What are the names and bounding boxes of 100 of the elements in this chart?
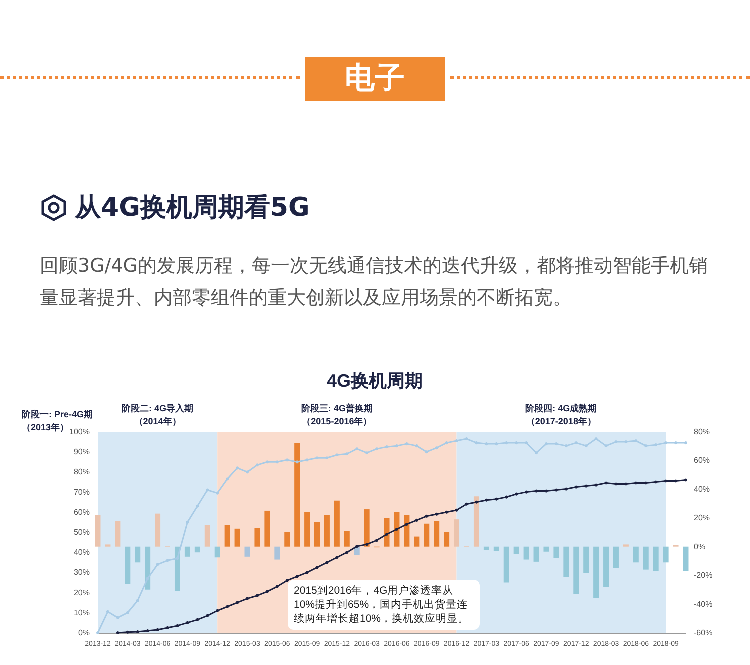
line-series	[116, 478, 688, 634]
bar	[314, 522, 320, 547]
point	[346, 551, 349, 554]
point	[336, 556, 339, 560]
bar	[454, 520, 460, 547]
point	[495, 498, 498, 501]
point	[684, 478, 688, 482]
point	[525, 490, 528, 494]
point	[684, 442, 688, 445]
point	[485, 442, 488, 446]
point	[216, 609, 220, 612]
point	[505, 442, 508, 445]
bar	[334, 500, 340, 547]
point	[296, 460, 299, 464]
point	[176, 624, 180, 628]
point	[326, 561, 329, 564]
bar	[584, 546, 590, 574]
point	[564, 488, 568, 491]
point	[614, 440, 618, 444]
point	[356, 545, 359, 548]
bar	[394, 512, 400, 547]
point	[156, 628, 160, 632]
bar	[234, 528, 240, 547]
bar	[174, 546, 180, 592]
bar	[304, 512, 310, 547]
annotation: 2015到2016年，4G用户渗透率从10%提升到65%，国内手机出货量连续两年增长超10%，换机效应明显。	[294, 584, 470, 625]
bar	[434, 521, 440, 547]
y2-tick-label: 80%	[694, 428, 710, 436]
bar	[324, 515, 330, 547]
point	[654, 480, 658, 484]
point	[266, 590, 269, 594]
point	[186, 520, 190, 524]
point	[336, 454, 339, 457]
band-label: 阶段二: 4G导入期（2014年）	[122, 404, 194, 426]
text: 电子	[305, 57, 445, 101]
point	[614, 482, 618, 486]
y2-tick-label: -40%	[694, 600, 713, 609]
point	[276, 460, 279, 464]
point	[634, 482, 638, 485]
point	[525, 442, 528, 445]
point	[604, 444, 608, 448]
point	[674, 480, 678, 483]
bar	[194, 546, 200, 553]
point	[644, 444, 648, 448]
point	[306, 571, 309, 574]
point	[604, 482, 608, 485]
bar	[404, 515, 410, 547]
point	[425, 450, 428, 454]
bar	[284, 532, 290, 547]
point	[554, 442, 558, 446]
point	[455, 508, 458, 512]
point	[166, 559, 170, 562]
point	[435, 512, 438, 516]
bar	[115, 521, 121, 547]
point	[316, 456, 319, 460]
bar	[524, 546, 530, 560]
point	[445, 442, 448, 445]
point	[395, 444, 398, 448]
bar	[554, 546, 560, 558]
bar	[564, 546, 570, 578]
bar	[633, 546, 639, 563]
point	[445, 510, 448, 514]
point	[116, 632, 120, 634]
point	[554, 488, 558, 492]
y-tick-label: 0%	[78, 628, 90, 638]
point	[156, 563, 160, 566]
bar	[683, 546, 689, 572]
y-tick-label: 60%	[74, 508, 90, 517]
point	[196, 618, 200, 622]
bar	[264, 510, 270, 547]
bar	[125, 546, 131, 584]
bar	[294, 443, 300, 547]
text: 回顾3G/4G的发展历程，每一次无线通信技术的迭代升级，都将推动智能手机销量显著提升、内部零组件的重大创新以及应用场景的不断拓宽。	[40, 254, 710, 311]
point	[126, 611, 130, 614]
point	[594, 484, 598, 487]
bar	[643, 546, 649, 570]
y-tick-label: 90%	[74, 448, 90, 457]
bar	[145, 546, 151, 590]
bar	[384, 518, 390, 547]
point	[475, 500, 478, 504]
point	[475, 442, 478, 445]
bar	[155, 514, 161, 547]
y-tick-label: 100%	[70, 428, 90, 436]
point	[196, 504, 200, 508]
bar	[224, 525, 230, 547]
point	[624, 482, 628, 486]
bar	[274, 546, 280, 560]
y2-tick-label: 40%	[694, 484, 710, 494]
bar	[424, 524, 430, 547]
point	[356, 448, 359, 451]
point	[495, 442, 498, 446]
point	[624, 440, 628, 444]
point	[206, 614, 210, 618]
point	[306, 458, 309, 462]
point	[505, 496, 508, 499]
y2-tick-label: -20%	[694, 571, 713, 580]
point	[574, 442, 578, 445]
point	[415, 444, 418, 448]
bar	[663, 546, 669, 563]
point	[435, 446, 438, 450]
